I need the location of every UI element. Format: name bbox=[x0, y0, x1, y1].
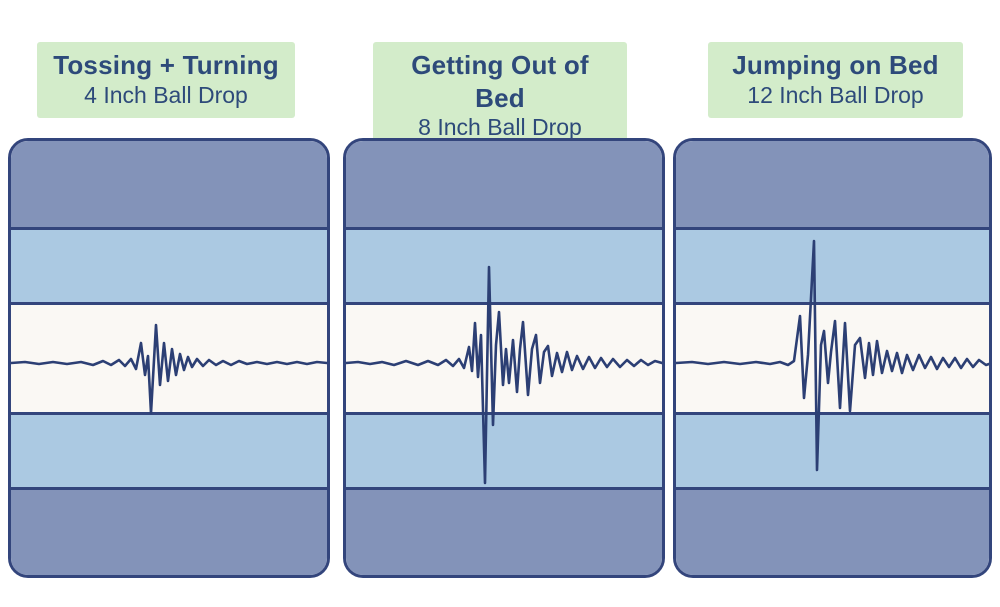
panel-title: Jumping on Bed bbox=[732, 50, 939, 80]
panel-title: Getting Out of Bed bbox=[411, 50, 589, 113]
mattress-core-layer bbox=[346, 302, 662, 412]
mattress-top-cover-layer bbox=[11, 141, 327, 227]
mattress-diagram-2 bbox=[343, 138, 665, 578]
panel-subtitle: 12 Inch Ball Drop bbox=[747, 81, 924, 108]
mattress-top-cover-layer bbox=[676, 141, 989, 227]
panel-label-jumping-on-bed: Jumping on Bed 12 Inch Ball Drop bbox=[708, 42, 963, 119]
panel-label-getting-out-of-bed: Getting Out of Bed 8 Inch Ball Drop bbox=[373, 42, 627, 151]
mattress-transition-layer bbox=[11, 412, 327, 487]
mattress-core-layer bbox=[676, 302, 989, 412]
mattress-diagram-3 bbox=[673, 138, 992, 578]
panel-title: Tossing + Turning bbox=[53, 50, 279, 80]
mattress-core-layer bbox=[11, 302, 327, 412]
panel-subtitle: 4 Inch Ball Drop bbox=[84, 81, 248, 108]
mattress-comfort-layer bbox=[346, 227, 662, 302]
mattress-base-layer bbox=[11, 487, 327, 575]
mattress-base-layer bbox=[676, 487, 989, 575]
mattress-diagram-1 bbox=[8, 138, 330, 578]
panel-label-tossing-turning: Tossing + Turning 4 Inch Ball Drop bbox=[37, 42, 295, 119]
mattress-comfort-layer bbox=[11, 227, 327, 302]
panel-subtitle: 8 Inch Ball Drop bbox=[418, 114, 582, 140]
mattress-comfort-layer bbox=[676, 227, 989, 302]
mattress-transition-layer bbox=[676, 412, 989, 487]
mattress-top-cover-layer bbox=[346, 141, 662, 227]
mattress-base-layer bbox=[346, 487, 662, 575]
mattress-transition-layer bbox=[346, 412, 662, 487]
